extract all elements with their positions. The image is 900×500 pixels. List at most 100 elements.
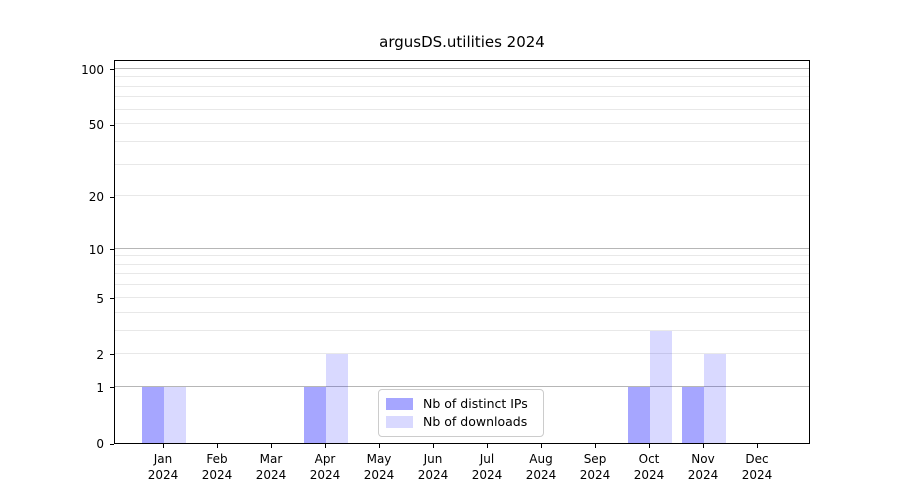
gridline-minor [115, 76, 809, 78]
y-tick-label: 2 [96, 347, 104, 362]
x-tick-month: Jul [479, 452, 495, 466]
x-tick-month: May [366, 452, 392, 466]
bar-distinct-ips-nov [682, 386, 704, 443]
chart-title: argusDS.utilities 2024 [379, 33, 545, 51]
gridline-minor [115, 85, 809, 87]
x-tick-mark [324, 444, 326, 448]
x-tick-year: 2024 [147, 467, 179, 482]
gridline-minor [115, 96, 809, 98]
gridline-minor [115, 311, 809, 313]
x-tick-label: Sep 2024 [565, 452, 625, 483]
y-tick-mark [110, 298, 114, 300]
legend: Nb of distinct IPs Nb of downloads [378, 389, 544, 437]
x-tick-mark [378, 444, 380, 448]
x-tick-month: Oct [638, 452, 660, 466]
x-tick-month: Jun [423, 452, 443, 466]
y-tick-label: 1 [96, 380, 104, 395]
x-tick-year: 2024 [417, 467, 449, 482]
x-tick-month: Feb [206, 452, 228, 466]
x-tick-mark [432, 444, 434, 448]
gridline-minor [115, 352, 809, 354]
x-tick-month: Apr [314, 452, 336, 466]
legend-swatch-distinct-ips [386, 398, 413, 410]
x-tick-label: May 2024 [349, 452, 409, 483]
gridline-minor [115, 163, 809, 165]
x-tick-year: 2024 [579, 467, 611, 482]
x-tick-year: 2024 [741, 467, 773, 482]
x-tick-year: 2024 [309, 467, 341, 482]
legend-label-downloads: Nb of downloads [423, 414, 528, 429]
bar-distinct-ips-apr [304, 386, 326, 443]
x-tick-label: Jun 2024 [403, 452, 463, 483]
x-tick-label: Jan 2024 [133, 452, 193, 483]
y-tick-mark [110, 196, 114, 198]
x-tick-label: Apr 2024 [295, 452, 355, 483]
x-tick-mark [702, 444, 704, 448]
y-tick-label: 10 [88, 242, 104, 257]
x-tick-year: 2024 [633, 467, 665, 482]
plot-area [114, 60, 810, 444]
x-tick-year: 2024 [525, 467, 557, 482]
x-tick-mark [162, 444, 164, 448]
x-tick-month: Mar [259, 452, 283, 466]
bar-downloads-nov [704, 353, 726, 443]
x-tick-month: Dec [745, 452, 769, 466]
y-tick-mark [110, 69, 114, 71]
x-tick-label: Aug 2024 [511, 452, 571, 483]
x-tick-label: Dec 2024 [727, 452, 787, 483]
x-tick-mark [270, 444, 272, 448]
gridline-minor [115, 273, 809, 275]
x-tick-label: Jul 2024 [457, 452, 517, 483]
bar-downloads-jan [164, 386, 186, 443]
legend-swatch-downloads [386, 416, 413, 428]
x-tick-month: Nov [691, 452, 715, 466]
x-tick-mark [594, 444, 596, 448]
y-tick-mark [110, 249, 114, 251]
gridline-minor [115, 140, 809, 142]
x-tick-mark [756, 444, 758, 448]
x-tick-label: Feb 2024 [187, 452, 247, 483]
gridline-minor [115, 329, 809, 331]
x-tick-month: Aug [529, 452, 553, 466]
x-tick-year: 2024 [471, 467, 503, 482]
gridline-minor [115, 195, 809, 197]
x-tick-year: 2024 [687, 467, 719, 482]
y-tick-label: 5 [96, 291, 104, 306]
y-tick-label: 0 [96, 437, 104, 451]
x-tick-year: 2024 [255, 467, 287, 482]
y-tick-label: 20 [88, 190, 104, 205]
gridline-minor [115, 263, 809, 265]
x-tick-label: Oct 2024 [619, 452, 679, 483]
bar-downloads-oct [650, 330, 672, 443]
x-tick-label: Nov 2024 [673, 452, 733, 483]
gridline-minor [115, 255, 809, 257]
gridline-minor [115, 108, 809, 110]
bar-distinct-ips-oct [628, 386, 650, 443]
x-tick-label: Mar 2024 [241, 452, 301, 483]
gridline-minor [115, 123, 809, 125]
x-tick-mark [540, 444, 542, 448]
y-tick-mark [110, 443, 114, 445]
bar-downloads-apr [326, 353, 348, 443]
y-tick-label: 50 [88, 118, 104, 133]
gridline-minor [115, 284, 809, 286]
gridline-major [115, 247, 809, 249]
y-tick-mark [110, 354, 114, 356]
y-tick-mark [110, 387, 114, 389]
bar-distinct-ips-jan [142, 386, 164, 443]
legend-row-distinct-ips: Nb of distinct IPs [386, 396, 534, 412]
y-tick-label: 100 [81, 62, 104, 77]
gridline-major [115, 385, 809, 387]
y-tick-mark [110, 124, 114, 126]
x-tick-mark [648, 444, 650, 448]
x-tick-mark [486, 444, 488, 448]
x-tick-mark [216, 444, 218, 448]
x-tick-year: 2024 [363, 467, 395, 482]
legend-row-downloads: Nb of downloads [386, 414, 534, 430]
legend-label-distinct-ips: Nb of distinct IPs [423, 396, 528, 411]
gridline-minor [115, 296, 809, 298]
x-tick-year: 2024 [201, 467, 233, 482]
x-tick-month: Sep [583, 452, 607, 466]
x-tick-month: Jan [153, 452, 173, 466]
